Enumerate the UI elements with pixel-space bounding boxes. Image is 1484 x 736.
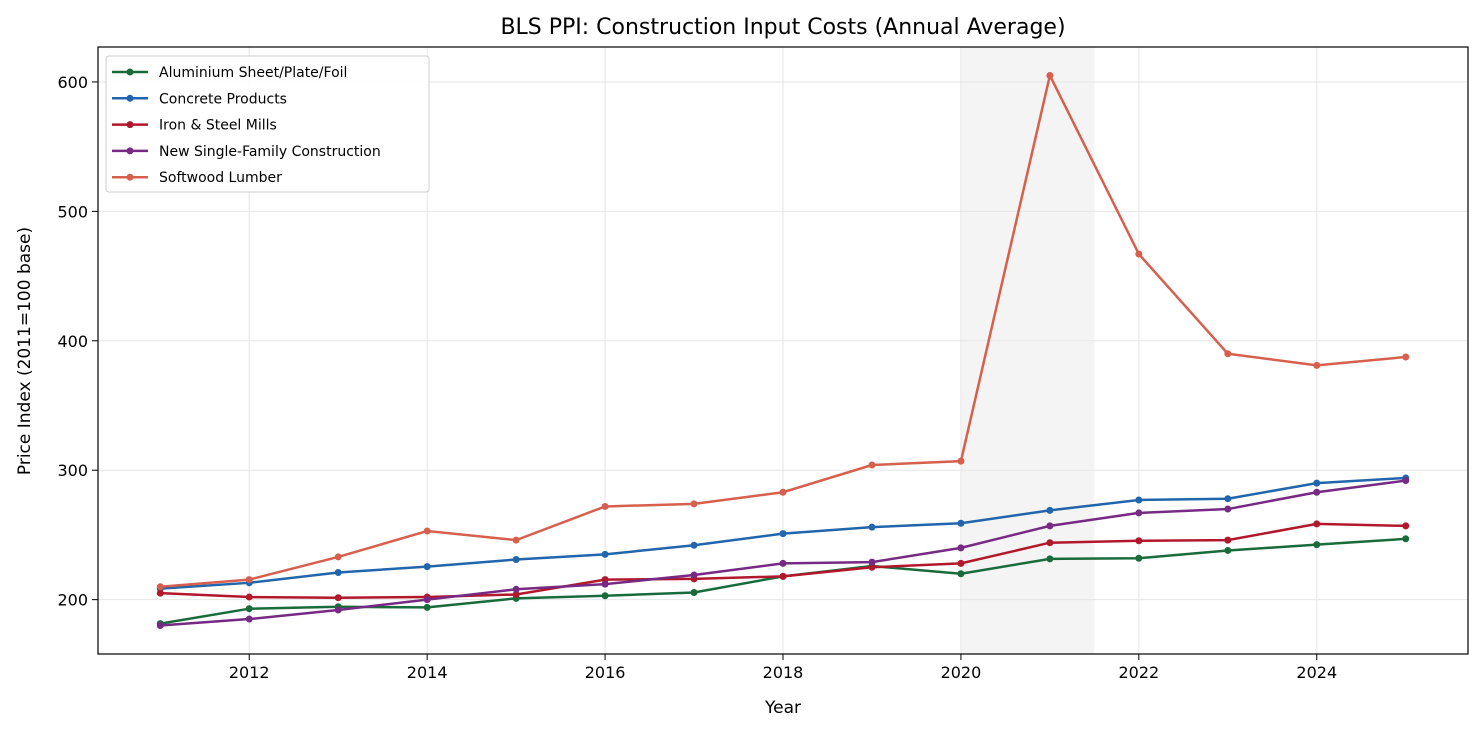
legend-label: Aluminium Sheet/Plate/Foil [159, 65, 347, 81]
legend-box [105, 55, 430, 193]
data-point [1046, 506, 1054, 514]
data-point [245, 593, 253, 601]
data-point [1046, 539, 1054, 547]
data-point [957, 570, 965, 578]
data-point [512, 556, 520, 564]
data-point [334, 606, 342, 614]
data-point [601, 592, 609, 600]
data-point [1224, 505, 1232, 513]
data-point [1402, 522, 1410, 530]
x-tick-label: 2024 [1296, 663, 1337, 682]
data-point [690, 589, 698, 597]
y-tick-label: 600 [57, 73, 88, 92]
x-tick-label: 2016 [585, 663, 626, 682]
data-point [868, 563, 876, 571]
data-point [868, 523, 876, 531]
data-point [156, 622, 164, 630]
legend-marker [126, 94, 134, 102]
data-point [423, 563, 431, 571]
data-point [957, 519, 965, 527]
data-point [1402, 535, 1410, 543]
shaded-region [960, 47, 1095, 654]
legend-marker [126, 147, 134, 155]
data-point [1135, 554, 1143, 562]
data-point [245, 615, 253, 623]
x-tick-label: 2022 [1118, 663, 1159, 682]
data-point [245, 576, 253, 584]
data-point [512, 590, 520, 598]
data-point [601, 580, 609, 588]
data-point [779, 530, 787, 538]
data-point [1135, 496, 1143, 504]
legend-marker [126, 121, 134, 129]
x-tick-label: 2014 [407, 663, 448, 682]
data-point [1224, 536, 1232, 544]
data-point [245, 605, 253, 613]
data-point [1313, 488, 1321, 496]
legend-marker [126, 68, 134, 76]
data-point [1046, 71, 1054, 79]
y-tick-label: 300 [57, 461, 88, 480]
legend-label: Iron & Steel Mills [159, 118, 277, 134]
data-point [1046, 522, 1054, 530]
data-point [1402, 477, 1410, 485]
data-point [957, 559, 965, 567]
data-point [1402, 353, 1410, 361]
data-point [779, 572, 787, 580]
data-point [423, 527, 431, 535]
legend-label: Concrete Products [159, 91, 287, 107]
data-point [1224, 495, 1232, 503]
data-point [1224, 546, 1232, 554]
y-tick-label: 500 [57, 202, 88, 221]
legend-label: New Single-Family Construction [159, 144, 381, 160]
data-point [1135, 250, 1143, 258]
x-tick-label: 2012 [229, 663, 270, 682]
x-tick-label: 2018 [763, 663, 804, 682]
data-point [868, 461, 876, 469]
legend: Aluminium Sheet/Plate/Foil Concrete Produ… [105, 55, 430, 193]
chart-title: BLS PPI: Construction Input Costs (Annua… [500, 15, 1065, 40]
legend-marker [126, 173, 134, 181]
data-point [1224, 350, 1232, 358]
data-point [512, 585, 520, 593]
data-point [957, 544, 965, 552]
data-point [1313, 520, 1321, 528]
data-point [1046, 555, 1054, 563]
data-point [334, 553, 342, 561]
y-tick-label: 400 [57, 332, 88, 351]
data-point [957, 457, 965, 465]
data-point [690, 500, 698, 508]
data-point [334, 594, 342, 602]
data-point [1313, 479, 1321, 487]
data-point [868, 558, 876, 566]
data-point [1135, 537, 1143, 545]
x-axis-label: Year [764, 698, 801, 718]
data-point [690, 571, 698, 579]
data-point [779, 559, 787, 567]
data-point [1313, 541, 1321, 549]
data-point [512, 536, 520, 544]
data-point [423, 603, 431, 611]
data-point [423, 596, 431, 604]
y-axis-label: Price Index (2011=100 base) [15, 227, 35, 475]
data-point [1313, 361, 1321, 369]
data-point [779, 488, 787, 496]
data-point [690, 541, 698, 549]
data-point [601, 502, 609, 510]
data-point [156, 589, 164, 597]
data-point [1135, 509, 1143, 517]
plot-frame [97, 46, 1469, 655]
legend-label: Softwood Lumber [159, 170, 282, 186]
data-point [601, 550, 609, 558]
x-tick-label: 2020 [941, 663, 982, 682]
y-tick-label: 200 [57, 591, 88, 610]
data-point [156, 583, 164, 591]
data-point [334, 568, 342, 576]
